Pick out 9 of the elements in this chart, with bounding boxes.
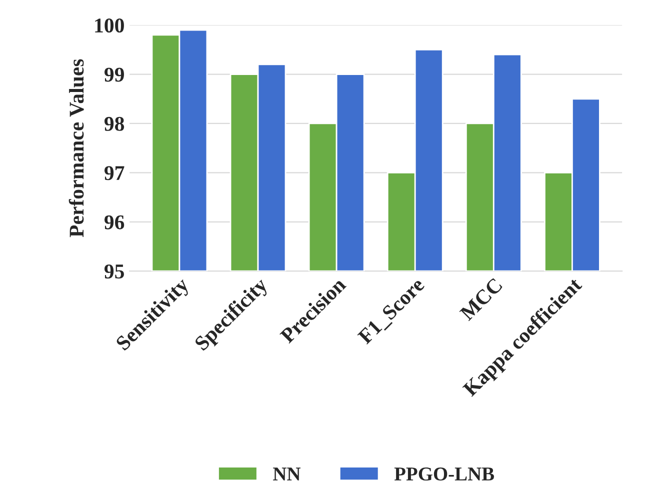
y-tick-label: 98 — [104, 116, 124, 131]
y-axis-title: Performance Values — [68, 59, 84, 238]
y-tick-label: 99 — [104, 68, 124, 82]
y-tick-label: 96 — [104, 215, 124, 230]
y-tick-label: 95 — [104, 264, 124, 279]
y-tick-label: 97 — [104, 166, 124, 180]
y-tick-label: 100 — [95, 18, 124, 33]
legend-label: NN — [273, 468, 301, 480]
legend-label: PPGO-LNB — [394, 467, 494, 481]
